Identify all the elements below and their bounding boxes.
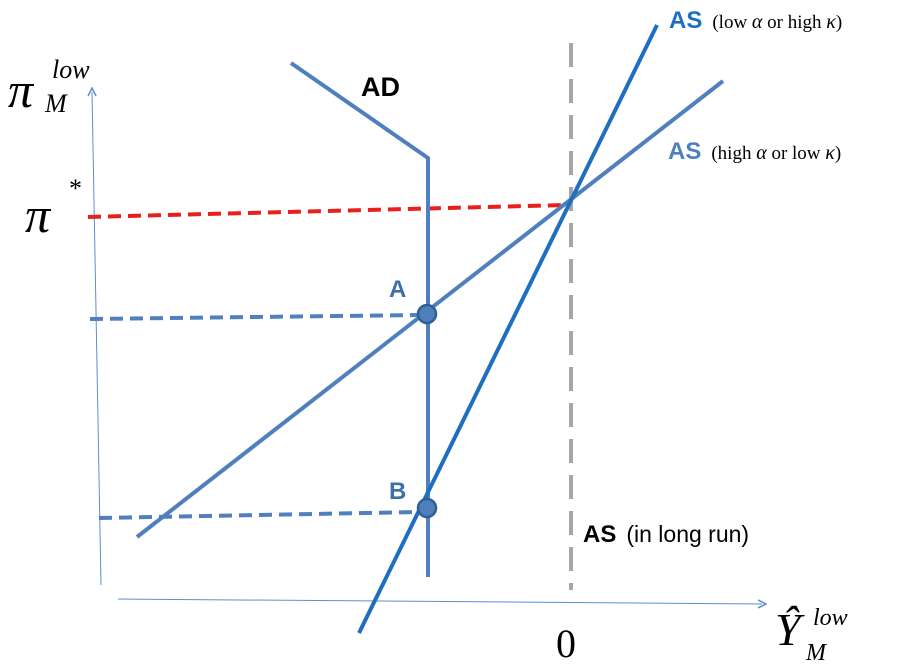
ad-curve	[289, 61, 430, 577]
as-flat-label: AS (high α or low κ)	[668, 138, 841, 165]
as-steep-label: AS (low α or high κ)	[669, 7, 842, 34]
point-a-marker	[416, 303, 438, 325]
point-b-label: B	[389, 478, 406, 505]
ad-label: AD	[361, 72, 400, 102]
point-b-marker	[416, 497, 438, 519]
point-a-label: A	[389, 276, 406, 303]
target-inflation-label: π *	[25, 174, 82, 243]
x-axis	[117, 598, 762, 604]
origin-label: 0	[556, 621, 576, 666]
as-long-run-label: AS (in long run)	[583, 521, 749, 548]
point-b-level-line	[98, 510, 421, 520]
target-inflation-line	[87, 203, 569, 219]
as-steep-curve	[357, 24, 659, 634]
x-axis-label: Ŷ low M	[775, 604, 852, 666]
y-axis	[92, 92, 102, 586]
y-axis-label: π low M	[8, 55, 94, 118]
point-a-level-line	[89, 313, 421, 321]
